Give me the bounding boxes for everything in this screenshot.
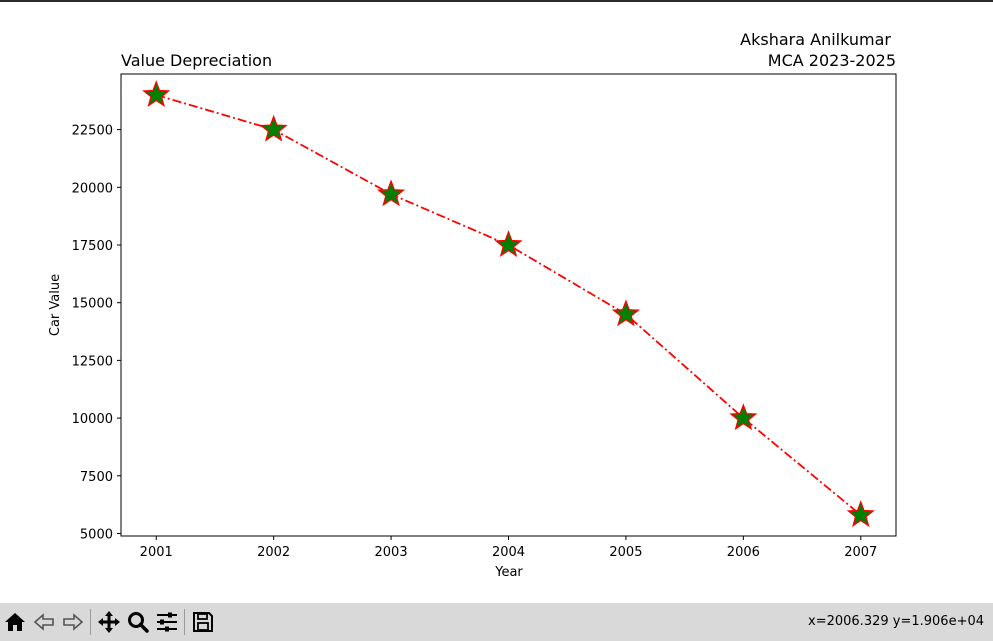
y-tick-label: 22500 — [72, 124, 113, 139]
data-point-marker — [259, 114, 288, 142]
axes-frame — [120, 73, 897, 537]
data-point-marker — [729, 403, 758, 431]
data-point-marker — [611, 299, 641, 327]
x-tick-label: 2004 — [492, 545, 525, 560]
x-tick-label: 2006 — [727, 545, 760, 560]
chart-title-left: Value Depreciation — [121, 51, 272, 70]
save-icon — [192, 612, 213, 632]
pan-icon — [97, 611, 120, 633]
forward-icon — [62, 613, 83, 631]
window-top-border — [0, 0, 993, 2]
toolbar-separator — [90, 609, 91, 635]
x-tick-label: 2007 — [844, 545, 877, 560]
chart-title-right-author: Akshara Anilkumar — [740, 30, 891, 49]
chart-canvas: Value Depreciation Akshara Anilkumar MCA… — [48, 30, 897, 580]
data-point-marker — [142, 80, 171, 108]
home-button[interactable] — [0, 607, 29, 637]
save-button[interactable] — [188, 607, 217, 637]
y-tick-label: 7500 — [80, 470, 113, 485]
data-point-marker — [376, 179, 406, 207]
zoom-button[interactable] — [123, 607, 152, 637]
y-tick-label: 20000 — [72, 181, 113, 196]
y-tick-label: 10000 — [72, 412, 113, 427]
chart-title-right-course: MCA 2023-2025 — [768, 51, 896, 70]
data-point-marker — [494, 230, 523, 258]
data-point-marker — [846, 500, 875, 528]
x-tick-label: 2003 — [375, 545, 408, 560]
x-axis-label: Year — [494, 565, 523, 580]
back-icon — [33, 613, 54, 631]
back-button[interactable] — [29, 607, 58, 637]
toolbar-separator — [184, 609, 185, 635]
home-icon — [4, 613, 25, 631]
x-tick-label: 2002 — [257, 545, 290, 560]
forward-button[interactable] — [58, 607, 87, 637]
y-tick-label: 12500 — [72, 354, 113, 369]
y-tick-label: 17500 — [72, 239, 113, 254]
x-tick-label: 2001 — [140, 545, 173, 560]
navigation-toolbar: x=2006.329 y=1.906e+04 — [0, 603, 993, 641]
plot-area: 2001 2002 2003 2004 2005 2006 2007 5000 7500 1000… — [72, 73, 897, 560]
zoom-icon — [127, 612, 149, 633]
y-axis-label: Car Value — [48, 274, 63, 336]
cursor-coordinates-readout: x=2006.329 y=1.906e+04 — [808, 614, 984, 629]
configure-subplots-button[interactable] — [152, 607, 181, 637]
y-tick-label: 5000 — [80, 527, 113, 542]
y-tick-label: 15000 — [72, 297, 113, 312]
configure-subplots-icon — [156, 612, 177, 632]
x-tick-label: 2005 — [609, 545, 642, 560]
pan-button[interactable] — [94, 607, 123, 637]
